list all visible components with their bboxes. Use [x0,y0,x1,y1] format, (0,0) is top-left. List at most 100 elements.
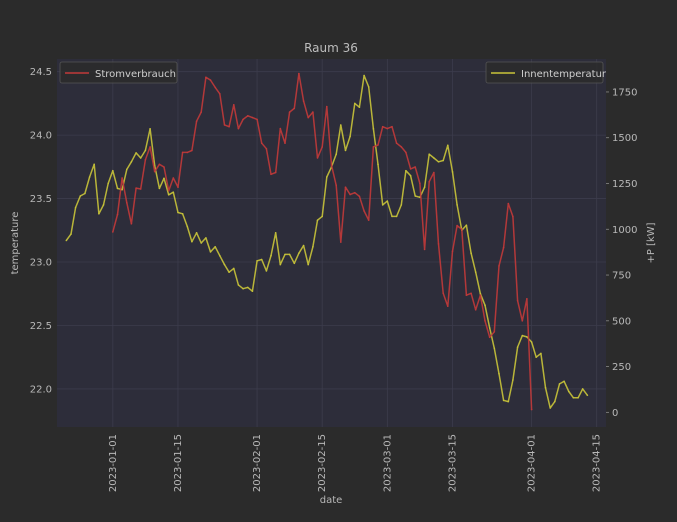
data-point-stromverbrauch [293,107,296,110]
data-point-stromverbrauch [214,86,216,89]
data-point-innentemperatur [326,176,328,178]
data-point-stromverbrauch [470,292,472,295]
data-point-stromverbrauch [409,168,412,170]
data-point-stromverbrauch [191,149,193,152]
data-point-stromverbrauch [405,151,407,154]
data-point-stromverbrauch [316,157,319,159]
y-right-tick-label: 1750 [612,87,637,98]
data-point-stromverbrauch [386,127,389,130]
data-point-stromverbrauch [247,115,249,117]
data-point-innentemperatur [502,399,505,402]
data-point-innentemperatur [270,254,272,257]
data-point-innentemperatur [172,191,175,193]
data-point-stromverbrauch [130,223,133,225]
data-point-innentemperatur [144,149,147,152]
data-point-innentemperatur [256,260,258,262]
data-point-stromverbrauch [237,127,240,130]
data-point-innentemperatur [400,204,403,206]
data-point-stromverbrauch [340,241,342,243]
data-point-innentemperatur [377,163,379,166]
data-point-stromverbrauch [502,246,505,249]
data-point-innentemperatur [544,386,547,389]
data-point-innentemperatur [223,263,226,266]
y-left-tick-label: 24.5 [30,67,52,78]
data-point-innentemperatur [177,211,179,214]
data-point-innentemperatur [568,390,570,393]
data-point-stromverbrauch [177,186,179,188]
data-point-stromverbrauch [144,158,147,161]
data-point-stromverbrauch [302,100,305,102]
y-left-tick-label: 23.0 [30,258,52,269]
data-point-innentemperatur [107,182,109,185]
data-point-innentemperatur [121,188,123,191]
data-point-innentemperatur [195,232,198,234]
data-point-innentemperatur [498,372,500,375]
data-point-innentemperatur [488,327,491,329]
data-point-stromverbrauch [447,305,449,308]
data-point-stromverbrauch [158,163,161,166]
data-point-innentemperatur [74,206,77,209]
data-point-stromverbrauch [242,118,244,121]
x-tick-label: 2023-02-15 [317,434,328,492]
data-point-innentemperatur [135,152,137,154]
data-point-stromverbrauch [414,166,417,168]
data-point-stromverbrauch [209,79,212,81]
data-point-stromverbrauch [126,201,128,204]
plot-background [57,59,606,427]
data-point-innentemperatur [367,86,370,88]
x-tick-label: 2023-04-01 [527,434,538,492]
data-point-innentemperatur [372,128,375,130]
data-point-innentemperatur [139,157,142,159]
y-right-tick-label: 1250 [612,179,637,190]
data-point-stromverbrauch [284,142,286,144]
data-point-innentemperatur [321,215,324,218]
data-point-innentemperatur [298,252,300,254]
data-point-innentemperatur [437,161,440,163]
data-point-innentemperatur [470,252,472,254]
data-point-stromverbrauch [428,180,431,183]
data-point-stromverbrauch [526,298,528,300]
data-point-innentemperatur [507,400,510,403]
axes: 2023-01-01 2023-01-15 2023-02-01 2023-02-15… [30,67,638,492]
data-point-innentemperatur [358,106,361,108]
data-point-stromverbrauch [419,182,421,185]
data-point-innentemperatur [549,407,551,409]
data-point-stromverbrauch [493,331,496,333]
data-point-innentemperatur [316,219,319,221]
data-point-innentemperatur [93,163,95,166]
data-point-innentemperatur [530,341,533,343]
data-point-innentemperatur [363,74,365,77]
data-point-innentemperatur [354,102,356,105]
data-point-stromverbrauch [172,177,175,179]
data-point-stromverbrauch [139,188,142,190]
data-point-innentemperatur [288,253,291,256]
legend-label-innentemperatur: Innentemperatur [521,69,607,80]
data-point-stromverbrauch [377,144,379,146]
data-point-innentemperatur [260,258,263,261]
data-point-innentemperatur [516,346,519,348]
data-point-innentemperatur [428,153,431,155]
data-point-innentemperatur [233,267,235,270]
data-point-stromverbrauch [400,146,403,148]
data-point-innentemperatur [521,334,524,337]
data-point-innentemperatur [284,253,286,256]
data-point-innentemperatur [512,379,514,381]
data-point-innentemperatur [586,394,589,397]
data-point-stromverbrauch [195,120,198,122]
data-point-stromverbrauch [349,193,351,196]
data-point-innentemperatur [391,215,393,218]
series-layer [65,72,589,411]
y-right-tick-label: 0 [612,408,618,419]
data-point-stromverbrauch [456,224,458,227]
data-point-stromverbrauch [307,116,310,119]
data-point-stromverbrauch [163,166,165,168]
data-point-innentemperatur [65,239,68,242]
legend-innentemperatur: Innentemperatur [485,61,607,84]
data-point-innentemperatur [349,135,351,138]
data-point-innentemperatur [102,204,105,206]
data-point-innentemperatur [181,213,184,215]
data-point-stromverbrauch [326,105,328,108]
data-point-innentemperatur [405,169,407,172]
data-point-innentemperatur [70,233,72,235]
data-point-stromverbrauch [265,147,268,150]
